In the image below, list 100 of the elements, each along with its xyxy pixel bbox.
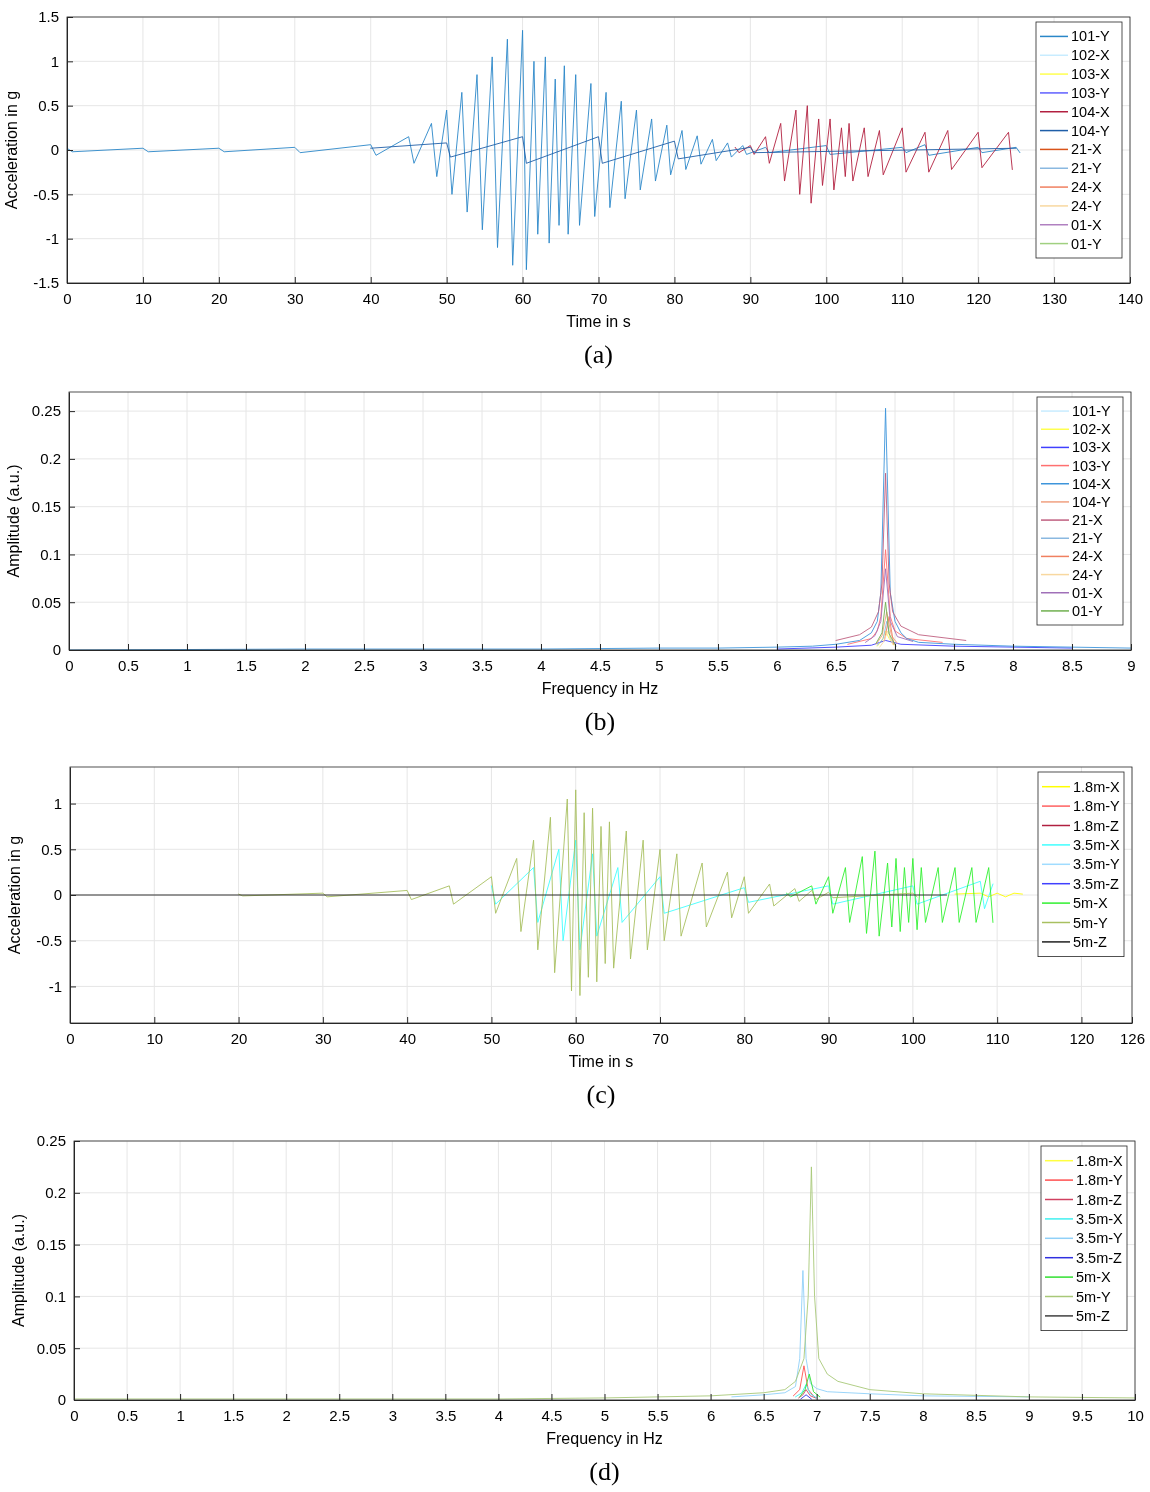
y-tick-label: 0.1: [45, 1287, 66, 1305]
y-tick-label: 0.05: [36, 1339, 66, 1357]
legend-label: 101-Y: [1072, 403, 1112, 420]
legend-label: 5m-Y: [1073, 914, 1108, 931]
x-tick-label: 2.5: [354, 656, 375, 674]
legend-label: 1.8m-Z: [1076, 1191, 1123, 1208]
x-tick-label: 120: [1069, 1029, 1095, 1047]
x-tick-label: 20: [211, 289, 228, 307]
x-tick-label: 80: [666, 289, 684, 307]
x-tick-label: 4: [494, 1406, 504, 1424]
x-tick-label: 110: [985, 1029, 1010, 1047]
x-tick-label: 40: [399, 1029, 416, 1047]
x-tick-label: 130: [1042, 289, 1068, 307]
legend-label: 01-Y: [1072, 602, 1103, 619]
legend-label: 3.5m-X: [1076, 1210, 1124, 1227]
x-tick-label: 6: [773, 656, 782, 674]
legend-label: 24-Y: [1072, 566, 1103, 583]
legend-label: 103-X: [1071, 66, 1111, 83]
x-tick-label: 30: [286, 289, 304, 307]
y-tick-label: -0.5: [33, 185, 59, 203]
x-tick-label: 9: [1127, 656, 1136, 674]
legend-label: 21-Y: [1072, 530, 1103, 547]
y-tick-label: 0.25: [36, 1132, 66, 1150]
legend-label: 104-X: [1072, 475, 1112, 492]
y-axis-title: Acceleration in g: [3, 90, 20, 210]
text: (c): [586, 1080, 616, 1109]
x-tick-label: 1.5: [223, 1406, 245, 1424]
y-tick-label: 0: [53, 886, 62, 904]
legend-label: 01-X: [1072, 584, 1103, 601]
x-tick-label: 6.5: [753, 1406, 775, 1424]
x-tick-label: 10: [1127, 1406, 1144, 1424]
x-axis-title: Time in s: [568, 1053, 634, 1070]
legend-label: 104-X: [1071, 103, 1111, 120]
x-tick-label: 4.5: [541, 1406, 563, 1424]
y-tick-label: 0.2: [45, 1184, 66, 1202]
x-tick-label: 7.5: [859, 1406, 881, 1424]
legend-label: 24-X: [1071, 179, 1102, 196]
legend-label: 104-Y: [1071, 122, 1111, 139]
x-tick-label: 8: [919, 1406, 928, 1424]
legend-label: 5m-Z: [1076, 1307, 1110, 1324]
x-tick-label: 110: [890, 289, 915, 307]
x-tick-label: 100: [814, 289, 840, 307]
x-tick-label: 1.5: [236, 656, 257, 674]
x-tick-label: 5: [655, 656, 664, 674]
x-tick-label: 20: [230, 1029, 248, 1047]
legend-label: 1.8m-X: [1076, 1152, 1124, 1169]
x-tick-label: 4: [537, 656, 546, 674]
legend-label: 3.5m-X: [1073, 836, 1121, 853]
x-tick-label: 3.5: [472, 656, 493, 674]
legend-label: 5m-Z: [1073, 933, 1107, 950]
legend-label: 1.8m-Y: [1076, 1172, 1124, 1189]
legend-label: 5m-X: [1073, 895, 1108, 912]
x-tick-label: 5.5: [708, 656, 729, 674]
x-tick-label: 2: [282, 1406, 291, 1424]
x-tick-label: 140: [1117, 289, 1144, 307]
x-tick-label: 50: [483, 1029, 501, 1047]
x-tick-label: 2: [301, 656, 310, 674]
y-tick-label: 0.15: [36, 1235, 66, 1253]
x-tick-label: 3: [388, 1406, 397, 1424]
x-tick-label: 5: [600, 1406, 610, 1424]
x-tick-label: 30: [315, 1029, 332, 1047]
x-tick-label: 50: [438, 289, 456, 307]
x-tick-label: 7: [891, 656, 900, 674]
x-tick-label: 60: [514, 289, 532, 307]
y-tick-label: 0.5: [41, 840, 62, 858]
y-tick-label: 0.5: [38, 96, 59, 114]
x-tick-label: 126: [1119, 1029, 1146, 1047]
legend-label: 5m-Y: [1076, 1288, 1111, 1305]
y-tick-label: -0.5: [36, 932, 62, 950]
legend-label: 3.5m-Y: [1076, 1230, 1124, 1247]
x-tick-label: 40: [362, 289, 380, 307]
x-tick-label: 4.5: [590, 656, 611, 674]
legend-label: 1.8m-Y: [1073, 798, 1121, 815]
legend-label: 102-X: [1071, 47, 1111, 64]
text: (d): [589, 1457, 620, 1486]
x-tick-label: 8: [1009, 656, 1018, 674]
y-tick-label: 1.5: [38, 8, 59, 26]
x-tick-label: 3: [419, 656, 428, 674]
legend-label: 103-X: [1072, 439, 1112, 456]
y-tick-label: 0.05: [31, 593, 61, 611]
legend-label: 103-Y: [1072, 457, 1112, 474]
y-axis-title: Acceleration in g: [6, 835, 23, 955]
legend-label: 102-X: [1072, 421, 1112, 438]
x-axis-title: Frequency in Hz: [546, 1430, 663, 1447]
x-tick-label: 5.5: [647, 1406, 669, 1424]
legend-label: 3.5m-Y: [1073, 856, 1121, 873]
legend-label: 1.8m-X: [1073, 778, 1121, 795]
legend-label: 01-Y: [1071, 235, 1102, 252]
y-tick-label: 0: [50, 141, 59, 159]
y-tick-label: -1: [48, 977, 62, 995]
x-tick-label: 8.5: [965, 1406, 987, 1424]
x-tick-label: 1: [176, 1406, 185, 1424]
legend-label: 104-Y: [1072, 493, 1112, 510]
legend-label: 103-Y: [1071, 84, 1111, 101]
legend-label: 21-X: [1072, 512, 1103, 529]
x-tick-label: 70: [590, 289, 608, 307]
x-tick-label: 10: [135, 289, 152, 307]
x-tick-label: 7: [813, 1406, 822, 1424]
y-axis-title: Amplitude (a.u.): [10, 1214, 27, 1327]
x-tick-label: 7.5: [944, 656, 965, 674]
